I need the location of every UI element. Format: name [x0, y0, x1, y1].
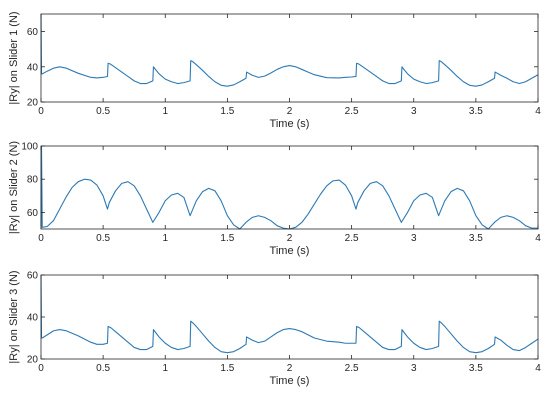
y-tick-label-2: 80: [27, 175, 39, 186]
x-tick-label-2: 3.5: [469, 233, 483, 244]
x-tick-label-3: 2.5: [345, 363, 359, 374]
series-line-2: [40, 145, 538, 230]
y-axis-label-1: |Ry| on Slider 1 (N): [8, 11, 20, 104]
y-axis-label-2: |Ry| on Slider 2 (N): [8, 141, 20, 234]
x-tick-label-2: 2: [287, 233, 293, 244]
x-tick-label-1: 3: [411, 106, 417, 117]
x-tick-label-3: 3: [411, 363, 417, 374]
x-tick-label-3: 1: [162, 363, 168, 374]
x-tick-label-3: 4: [535, 363, 541, 374]
plot-frame-2: [40, 145, 539, 230]
x-tick-label-1: 1.5: [220, 106, 234, 117]
x-tick-label-1: 4: [535, 106, 541, 117]
y-axis-label-3: |Ry| on Slider 3 (N): [8, 270, 20, 363]
x-tick-label-2: 2.5: [345, 233, 359, 244]
plot-frame-1: [40, 13, 539, 103]
series-line-3: [40, 274, 539, 354]
x-tick-label-2: 0: [38, 233, 44, 244]
x-tick-label-1: 0.5: [96, 106, 110, 117]
x-tick-label-2: 1: [162, 233, 168, 244]
x-tick-label-3: 2: [287, 363, 293, 374]
plot-frame-3: [40, 274, 539, 360]
y-tick-label-3: 20: [27, 355, 39, 366]
x-tick-label-3: 0: [38, 363, 44, 374]
x-tick-label-2: 0.5: [96, 233, 110, 244]
x-tick-label-1: 0: [38, 106, 44, 117]
x-tick-label-1: 2: [287, 106, 293, 117]
x-axis-label-1: Time (s): [270, 118, 310, 130]
x-tick-label-2: 3: [411, 233, 417, 244]
x-tick-label-1: 3.5: [469, 106, 483, 117]
series-line-1: [40, 13, 539, 87]
y-tick-label-1: 20: [27, 98, 39, 109]
y-tick-label-1: 60: [27, 27, 39, 38]
y-tick-label-1: 40: [27, 62, 39, 73]
y-tick-label-3: 60: [27, 271, 39, 282]
x-axis-label-3: Time (s): [270, 375, 310, 387]
y-tick-label-2: 60: [27, 208, 39, 219]
x-tick-label-1: 1: [162, 106, 168, 117]
y-tick-label-2: 100: [21, 142, 38, 153]
x-tick-label-2: 1.5: [220, 233, 234, 244]
x-tick-label-3: 1.5: [220, 363, 234, 374]
y-tick-label-3: 40: [27, 313, 39, 324]
x-tick-label-3: 0.5: [96, 363, 110, 374]
x-axis-label-2: Time (s): [270, 245, 310, 257]
x-tick-label-3: 3.5: [469, 363, 483, 374]
x-tick-label-2: 4: [535, 233, 541, 244]
x-tick-label-1: 2.5: [345, 106, 359, 117]
